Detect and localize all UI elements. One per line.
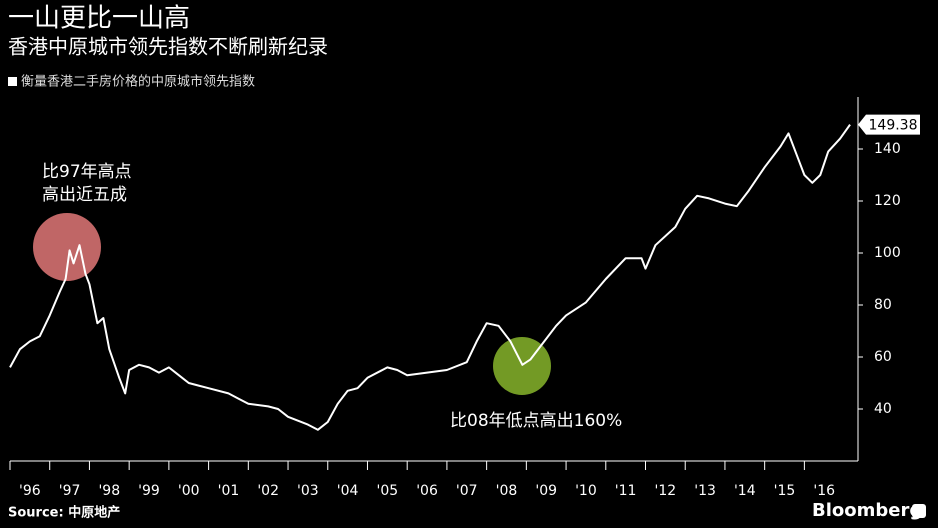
x-tick-label: '13 <box>694 483 716 499</box>
chart-subtitle: 香港中原城市领先指数不断刷新纪录 <box>8 35 328 59</box>
x-tick-label: '01 <box>218 483 240 499</box>
end-label: 149.38 <box>869 118 918 134</box>
annotation: 比97年高点 <box>42 162 132 182</box>
x-tick-label: '05 <box>376 483 398 499</box>
x-tick-label: '06 <box>416 483 438 499</box>
chart-title: 一山更比一山高 <box>8 4 190 34</box>
x-tick-label: '99 <box>138 483 160 499</box>
x-tick-label: '03 <box>297 483 319 499</box>
x-tick-label: '02 <box>257 483 279 499</box>
brand: Bloomberg <box>812 500 922 521</box>
y-tick-label: 100 <box>874 245 901 261</box>
y-tick-label: 140 <box>874 141 901 157</box>
y-tick-label: 120 <box>874 193 901 209</box>
highlight-circle <box>493 337 551 395</box>
x-tick-label: '09 <box>535 483 557 499</box>
x-tick-label: '10 <box>575 483 597 499</box>
x-tick-label: '07 <box>456 483 478 499</box>
x-tick-label: '96 <box>19 483 41 499</box>
x-tick-label: '12 <box>655 483 677 499</box>
x-tick-label: '98 <box>98 483 120 499</box>
y-tick-label: 60 <box>874 349 892 365</box>
x-tick-label: '08 <box>496 483 518 499</box>
legend-label: 衡量香港二手房价格的中原城市领先指数 <box>21 74 255 90</box>
y-tick-label: 40 <box>874 401 892 417</box>
x-tick-label: '16 <box>813 483 835 499</box>
y-tick-label: 80 <box>874 297 892 313</box>
x-tick-label: '00 <box>178 483 200 499</box>
x-tick-label: '11 <box>615 483 637 499</box>
annotation: 比08年低点高出160% <box>450 411 622 431</box>
x-tick-label: '97 <box>59 483 81 499</box>
data-line <box>9 124 851 431</box>
annotation: 高出近五成 <box>42 185 127 205</box>
brand-icon <box>912 504 926 518</box>
source: Source: 中原地产 <box>8 505 120 521</box>
x-tick-label: '04 <box>337 483 359 499</box>
end-label-box <box>858 114 920 135</box>
x-tick-label: '15 <box>774 483 796 499</box>
legend-swatch <box>8 77 17 86</box>
x-tick-label: '14 <box>734 483 756 499</box>
